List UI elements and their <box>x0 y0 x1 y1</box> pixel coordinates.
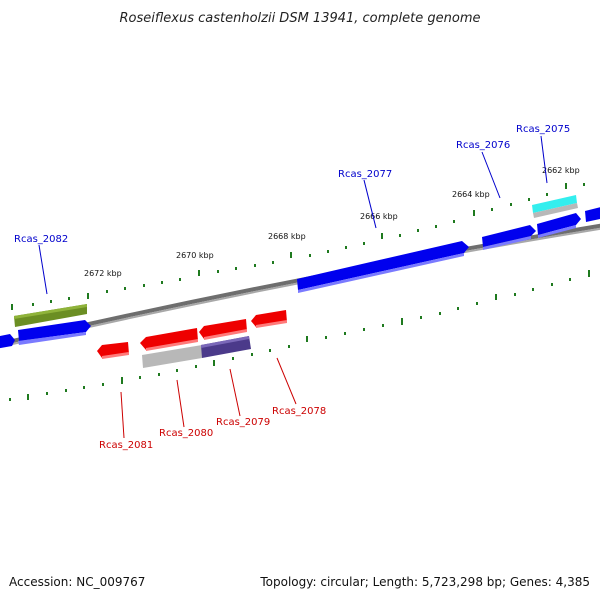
gene-arrow-shade <box>538 225 576 238</box>
gene-arrow[interactable] <box>201 336 251 358</box>
gene-label-rcas-2076[interactable]: Rcas_2076 <box>456 140 510 151</box>
label-leader-lines <box>38 135 548 439</box>
position-label: 2672 kbp <box>84 269 122 278</box>
gene-arrow-shade <box>204 329 247 340</box>
position-label: 2664 kbp <box>452 190 490 199</box>
gene-arrow-shade <box>201 336 249 348</box>
gene-label-rcas-2077[interactable]: Rcas_2077 <box>338 169 392 180</box>
forward-strand-genes <box>0 206 600 349</box>
highlight-genes-bottom <box>142 336 251 368</box>
gene-arrow[interactable] <box>585 206 600 222</box>
gene-arrow[interactable] <box>482 225 536 247</box>
gene-arrow[interactable] <box>0 334 15 349</box>
inner-tick-ring <box>9 270 590 401</box>
gene-arrow-shade <box>14 304 87 319</box>
gene-arrow-shade <box>256 320 287 328</box>
gene-arrow[interactable] <box>199 319 247 339</box>
gene-label-rcas-2080[interactable]: Rcas_2080 <box>159 428 213 439</box>
topology-text: Topology: circular; Length: 5,723,298 bp… <box>259 575 590 589</box>
position-label: 2668 kbp <box>268 232 306 241</box>
reverse-strand-genes <box>97 310 287 359</box>
gene-arrow-shade <box>18 332 86 345</box>
accession-text: Accession: NC_009767 <box>9 575 145 589</box>
gene-label-rcas-2082[interactable]: Rcas_2082 <box>14 234 68 245</box>
gene-arrow-shade <box>298 253 464 293</box>
position-label: 2662 kbp <box>542 166 580 175</box>
gene-arrow[interactable] <box>140 328 198 350</box>
gene-label-rcas-2081[interactable]: Rcas_2081 <box>99 440 153 451</box>
genome-title: Roseiflexus castenholzii DSM 13941, comp… <box>120 11 481 26</box>
gene-arrow[interactable] <box>532 195 577 213</box>
gene-arrow[interactable] <box>537 213 581 235</box>
pseudo-gene[interactable] <box>142 345 202 368</box>
gene-label-rcas-2079[interactable]: Rcas_2079 <box>216 417 270 428</box>
gene-label-rcas-2075[interactable]: Rcas_2075 <box>516 124 570 135</box>
gene-arrow-shade <box>483 236 531 250</box>
gene-label-rcas-2078[interactable]: Rcas_2078 <box>272 406 326 417</box>
position-label: 2666 kbp <box>360 212 398 221</box>
outer-tick-ring <box>11 183 585 310</box>
gene-arrow-shade <box>102 352 129 359</box>
pseudo-gene[interactable] <box>533 203 578 218</box>
highlight-genes-top <box>14 195 578 327</box>
gene-arrow-shade <box>146 339 198 351</box>
gene-arrow[interactable] <box>297 241 469 290</box>
position-label: 2670 kbp <box>176 251 214 260</box>
gene-arrow[interactable] <box>18 320 91 341</box>
